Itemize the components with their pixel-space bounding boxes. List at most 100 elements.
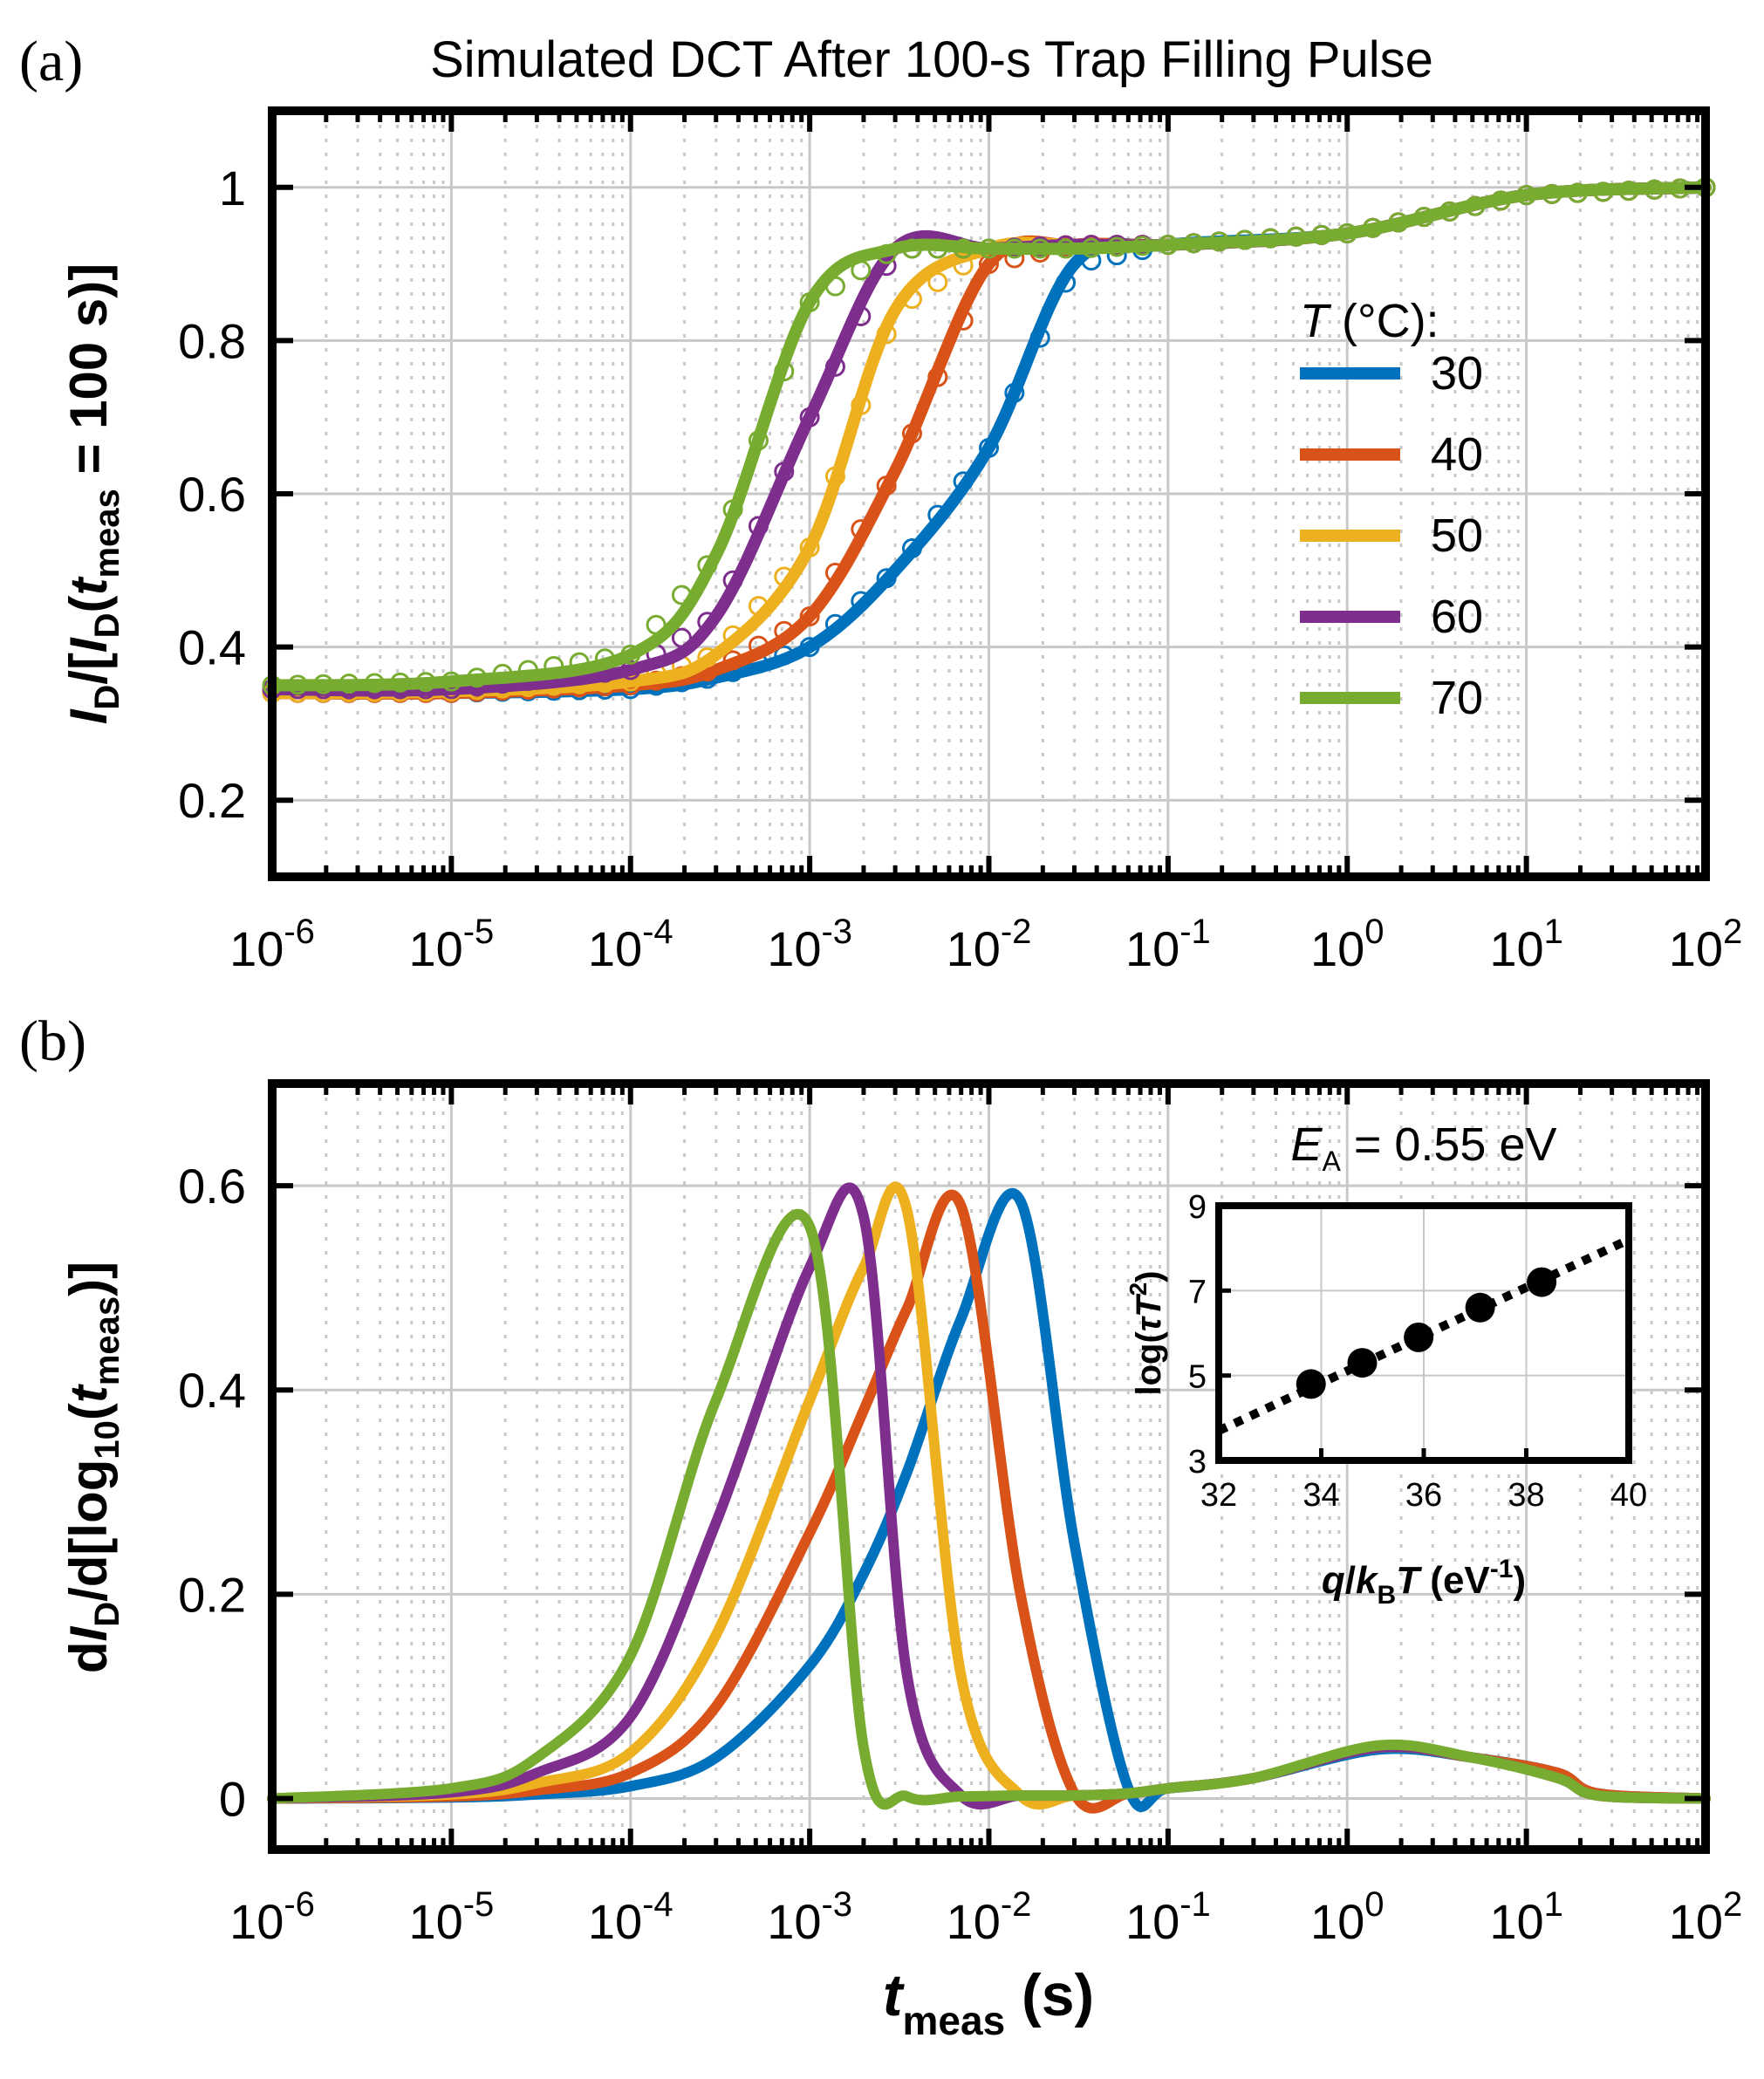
x-tick-label: 100 <box>1310 1885 1385 1949</box>
data-marker-70 <box>364 673 385 694</box>
x-tick-label: 10-3 <box>767 1885 852 1949</box>
panel-b-tag: (b) <box>19 1009 86 1073</box>
data-marker-70 <box>1311 224 1332 245</box>
data-marker-30 <box>1029 327 1050 348</box>
panel-a: 10-6 10-5 10-4 10-3 10-2 10-1 100 101 102 0.2 0.4… <box>59 106 1742 976</box>
data-marker-70 <box>1490 190 1511 211</box>
x-tick-label: 10-4 <box>588 1885 673 1949</box>
data-marker-70 <box>313 674 334 694</box>
data-marker-70 <box>1286 226 1307 247</box>
x-tick-label: 102 <box>1669 1885 1743 1949</box>
data-marker-70 <box>1209 231 1230 252</box>
data-marker-70 <box>979 238 999 259</box>
legend-item-70: 70 <box>1300 672 1483 724</box>
data-marker-40 <box>953 310 974 331</box>
data-marker-70 <box>1516 185 1537 206</box>
data-marker-70 <box>1183 233 1204 254</box>
inset-data-point <box>1527 1267 1557 1297</box>
data-marker-70 <box>1363 217 1384 238</box>
data-marker-70 <box>1618 181 1639 202</box>
panel-b-ticks <box>270 1084 1708 1850</box>
x-tick-label: 101 <box>1489 913 1563 976</box>
inset-data-point <box>1404 1322 1434 1352</box>
data-marker-40 <box>774 620 795 641</box>
data-marker-70 <box>620 644 641 665</box>
data-marker-50 <box>901 289 922 310</box>
x-axis-title: tmeas (s) <box>883 1962 1094 2043</box>
data-marker-40 <box>979 254 999 275</box>
inset-fit-line <box>1216 1235 1631 1435</box>
legend-label-50: 50 <box>1431 509 1483 562</box>
legend-item-30: 30 <box>1300 347 1483 400</box>
data-marker-50 <box>824 466 845 487</box>
data-marker-70 <box>748 430 769 451</box>
inset-x-tick-label: 32 <box>1200 1477 1237 1514</box>
data-marker-40 <box>824 563 845 584</box>
inset-data <box>1216 1235 1631 1435</box>
legend-item-60: 60 <box>1300 591 1483 643</box>
inset-x-tick-label: 34 <box>1302 1477 1339 1514</box>
data-marker-40 <box>927 366 948 387</box>
data-marker-70 <box>492 663 513 684</box>
inset-data-point <box>1347 1348 1378 1378</box>
y-tick-label: 0.6 <box>178 1159 246 1214</box>
x-tick-label: 10-4 <box>588 913 673 976</box>
inset-tick-labels: 32 34 36 38 40 3 5 7 9 <box>1188 1189 1647 1514</box>
data-marker-70 <box>287 674 308 695</box>
data-marker-70 <box>517 660 538 680</box>
x-tick-label: 10-2 <box>947 913 1032 976</box>
data-marker-30 <box>876 568 897 589</box>
data-marker-50 <box>722 625 743 646</box>
data-marker-60 <box>851 306 872 327</box>
x-tick-label: 10-3 <box>767 913 852 976</box>
inset-arrhenius-plot: 32 34 36 38 40 3 5 7 9 EA = 0.55 eV q/kBT (eV-1)… <box>1125 1118 1647 1610</box>
data-marker-70 <box>799 292 820 312</box>
data-marker-70 <box>338 674 359 694</box>
x-tick-label: 100 <box>1310 913 1385 976</box>
inset-x-axis-title: q/kBT (eV-1) <box>1322 1555 1526 1610</box>
data-marker-60 <box>824 356 845 377</box>
y-tick-label: 0.8 <box>178 313 246 368</box>
data-marker-70 <box>1056 238 1077 259</box>
panel-a-y-axis-title: ID/[ID(tmeas = 100 s)] <box>59 263 126 725</box>
data-marker-70 <box>1388 212 1409 233</box>
inset-y-axis-title: log(τT2) <box>1125 1270 1168 1395</box>
inset-x-tick-label: 40 <box>1610 1477 1647 1514</box>
data-marker-30 <box>979 437 999 458</box>
legend-item-50: 50 <box>1300 509 1483 562</box>
data-marker-70 <box>671 585 692 605</box>
y-tick-label: 0.4 <box>178 1363 246 1418</box>
data-marker-70 <box>1439 201 1460 222</box>
data-marker-70 <box>544 656 564 677</box>
data-marker-50 <box>876 324 897 345</box>
data-marker-30 <box>851 591 872 612</box>
inset-annotation: EA = 0.55 eV <box>1290 1118 1556 1177</box>
data-marker-30 <box>1056 272 1077 293</box>
data-marker-60 <box>671 627 692 648</box>
y-tick-label: 0 <box>219 1771 246 1826</box>
data-marker-60 <box>774 462 795 482</box>
y-tick-label: 1 <box>219 161 246 215</box>
data-marker-40 <box>748 635 769 656</box>
data-marker-70 <box>1465 195 1486 216</box>
panel-b: 10-6 10-5 10-4 10-3 10-2 10-1 100 101 102 0 0.2 0.… <box>59 1079 1743 2043</box>
data-marker-70 <box>1644 179 1665 200</box>
data-marker-60 <box>722 570 743 591</box>
y-tick-label: 0.2 <box>178 773 246 828</box>
inset-y-tick-label: 5 <box>1188 1359 1207 1396</box>
legend-label-40: 40 <box>1431 428 1483 481</box>
panel-a-grid <box>270 111 1707 877</box>
data-marker-70 <box>901 238 922 259</box>
x-tick-label: 10-6 <box>229 1885 315 1949</box>
data-marker-70 <box>441 671 462 692</box>
data-marker-30 <box>774 645 795 666</box>
x-tick-label: 10-1 <box>1125 913 1211 976</box>
data-marker-70 <box>1542 183 1562 204</box>
inset-ticks <box>1216 1203 1631 1463</box>
data-marker-70 <box>953 238 974 259</box>
data-marker-70 <box>1004 238 1025 259</box>
data-marker-40 <box>901 423 922 444</box>
panel-b-y-axis-title: dID/d[log10(tmeas)] <box>59 1262 126 1673</box>
inset-data-point <box>1296 1369 1326 1399</box>
